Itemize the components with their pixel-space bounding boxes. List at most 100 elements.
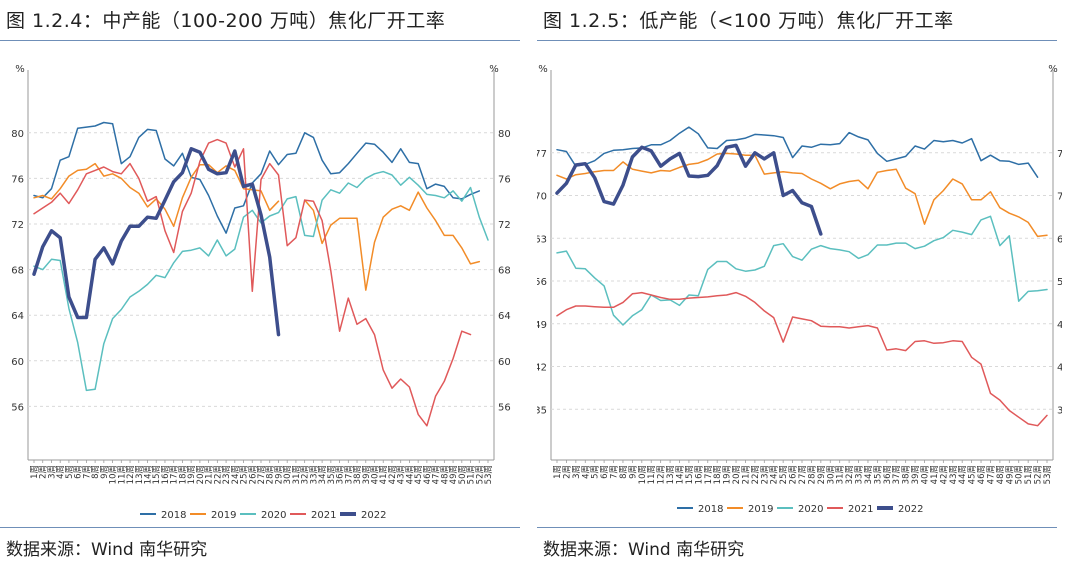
x-tick-label: 7周 — [82, 465, 92, 479]
x-tick-label: 5周 — [65, 465, 75, 479]
x-tick-label: 9周 — [628, 465, 638, 479]
x-tick-label: 21周 — [205, 465, 215, 484]
series-line-2022 — [32, 147, 281, 337]
source-note: 数据来源：Wind 南华研究 — [543, 540, 745, 560]
legend-label: 2019 — [748, 504, 773, 515]
x-tick-label: 14周 — [676, 465, 686, 484]
x-tick-label: 3周 — [47, 465, 57, 479]
x-tick-label: 35周 — [873, 465, 883, 484]
legend-label: 2018 — [161, 510, 186, 521]
y-tick-label-right: 63 — [1057, 234, 1062, 245]
x-tick-label: 21周 — [741, 465, 751, 484]
legend-label: 2018 — [698, 504, 723, 515]
y-tick-label-left: 77 — [537, 149, 547, 160]
x-tick-label: 30周 — [283, 465, 293, 484]
x-tick-label: 41周 — [930, 465, 940, 484]
y-tick-label-right: 80 — [498, 129, 511, 140]
x-tick-label: 50周 — [1015, 465, 1025, 484]
x-tick-label: 45周 — [968, 465, 978, 484]
x-tick-label: 15周 — [152, 465, 162, 484]
x-tick-label: 28周 — [266, 465, 276, 484]
source-note: 数据来源：Wind 南华研究 — [6, 540, 208, 560]
legend-label: 2020 — [798, 504, 823, 515]
x-tick-label: 14周 — [144, 465, 154, 484]
x-tick-label: 48周 — [996, 465, 1006, 484]
x-tick-label: 37周 — [344, 465, 354, 484]
x-tick-label: 40周 — [921, 465, 931, 484]
x-tick-label: 25周 — [779, 465, 789, 484]
x-tick-label: 32周 — [845, 465, 855, 484]
x-tick-label: 18周 — [178, 465, 188, 484]
x-tick-label: 29周 — [817, 465, 827, 484]
x-tick-label: 51周 — [467, 465, 477, 484]
x-tick-label: 27周 — [257, 465, 267, 484]
x-tick-label: 4周 — [581, 465, 591, 479]
x-tick-label: 6周 — [600, 465, 610, 479]
legend: 2018 2019 2020 2021 2022 — [677, 504, 923, 515]
x-tick-label: 3周 — [572, 465, 582, 479]
y-tick-label-left: 68 — [11, 266, 24, 277]
x-tick-label: 4周 — [56, 465, 66, 479]
x-tick-label: 13周 — [135, 465, 145, 484]
x-tick-label: 22周 — [751, 465, 761, 484]
y-tick-label-right: 64 — [498, 311, 511, 322]
x-tick-label: 44周 — [958, 465, 968, 484]
x-tick-label: 22周 — [213, 465, 223, 484]
x-tick-label: 44周 — [405, 465, 415, 484]
x-tick-label: 51周 — [1024, 465, 1034, 484]
series-line-2019 — [556, 152, 1048, 238]
x-tick-label: 15周 — [685, 465, 695, 484]
x-tick-label: 47周 — [432, 465, 442, 484]
x-tick-label: 2周 — [562, 465, 572, 479]
x-tick-label: 1周 — [30, 465, 40, 479]
x-tick-label: 34周 — [864, 465, 874, 484]
x-tick-label: 12周 — [126, 465, 136, 484]
x-tick-label: 10周 — [638, 465, 648, 484]
y-tick-label-left: 72 — [11, 220, 24, 231]
x-tick-label: 31周 — [292, 465, 302, 484]
figure-title: 图 1.2.4：中产能（100-200 万吨）焦化厂开工率 — [6, 10, 446, 32]
x-tick-label: 41周 — [379, 465, 389, 484]
x-tick-label: 16周 — [694, 465, 704, 484]
y-tick-label-left: 80 — [11, 129, 24, 140]
series-line-2021 — [556, 291, 1048, 427]
x-tick-label: 2周 — [39, 465, 49, 479]
y-tick-label-right: 77 — [1057, 149, 1062, 160]
x-tick-label: 8周 — [91, 465, 101, 479]
y-tick-label-right: 56 — [1057, 277, 1062, 288]
legend-label: 2021 — [848, 504, 873, 515]
x-tick-label: 18周 — [713, 465, 723, 484]
y-tick-label-right: 68 — [498, 266, 511, 277]
x-tick-label: 25周 — [240, 465, 250, 484]
x-tick-label: 7周 — [610, 465, 620, 479]
y-tick-label-right: 35 — [1057, 405, 1062, 416]
x-tick-label: 20周 — [732, 465, 742, 484]
series-line-2021 — [33, 138, 472, 427]
source-rule — [0, 527, 520, 528]
title-rule — [0, 40, 520, 41]
x-tick-label: 42周 — [388, 465, 398, 484]
y-unit-right: % — [489, 64, 499, 75]
x-tick-label: 52周 — [475, 465, 485, 484]
x-tick-label: 36周 — [336, 465, 346, 484]
x-tick-label: 10周 — [109, 465, 119, 484]
y-tick-label-right: 76 — [498, 174, 511, 185]
x-tick-label: 38周 — [353, 465, 363, 484]
x-tick-label: 46周 — [423, 465, 433, 484]
y-tick-label-right: 70 — [1057, 192, 1062, 203]
series-line-2018 — [556, 126, 1039, 178]
chart-panel-left: 图 1.2.4：中产能（100-200 万吨）焦化厂开工率 %% 56 56 60 60… — [0, 0, 525, 563]
y-tick-label-left: 56 — [537, 277, 547, 288]
x-tick-label: 23周 — [222, 465, 232, 484]
x-tick-label: 11周 — [117, 465, 127, 484]
x-tick-label: 24周 — [770, 465, 780, 484]
x-tick-label: 38周 — [902, 465, 912, 484]
x-tick-label: 13周 — [666, 465, 676, 484]
series-line-2020 — [556, 215, 1048, 326]
x-tick-label: 49周 — [449, 465, 459, 484]
y-tick-label-left: 70 — [537, 192, 547, 203]
x-tick-label: 53周 — [484, 465, 494, 484]
x-tick-label: 26周 — [789, 465, 799, 484]
series-line-2022 — [555, 143, 823, 236]
legend-label: 2022 — [898, 504, 923, 515]
